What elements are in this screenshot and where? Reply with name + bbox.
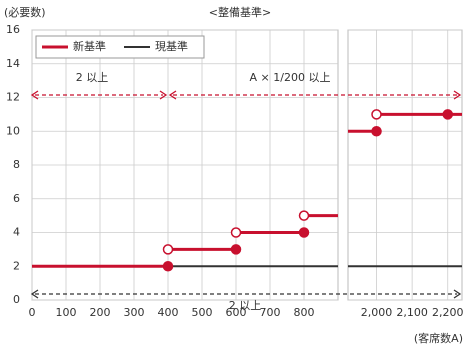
range-arrow-head (30, 90, 39, 100)
open-marker (371, 109, 382, 120)
closed-marker (162, 261, 174, 272)
chart-title: <整備基準> (209, 5, 271, 19)
y-tick-label: 16 (6, 23, 20, 36)
x-tick-label: 0 (29, 306, 36, 319)
range-arrow-head (159, 90, 168, 100)
legend-box (35, 35, 205, 59)
x-tick-label: 200 (90, 306, 111, 319)
range-arrow-head (30, 289, 39, 299)
closed-marker (230, 244, 242, 255)
x-tick-label: 100 (56, 306, 77, 319)
x-tick-label: 500 (192, 306, 213, 319)
x-tick-label: 400 (158, 306, 179, 319)
y-tick-label: 14 (6, 57, 20, 70)
y-tick-label: 4 (13, 226, 20, 239)
x-tick-label: 2,200 (432, 306, 464, 319)
y-axis-label: (必要数) (4, 6, 46, 19)
x-axis-label: (客席数A) (414, 331, 463, 345)
y-tick-label: 6 (13, 192, 20, 205)
legend-label: 現基準 (155, 39, 188, 53)
y-tick-label: 10 (6, 124, 20, 137)
closed-marker (442, 109, 453, 120)
x-tick-label: 700 (260, 306, 281, 319)
range-arrow-head (453, 289, 462, 299)
x-tick-label: 2,000 (361, 306, 393, 319)
annotation: 2 以上 (229, 299, 262, 312)
x-tick-label: 2,100 (396, 306, 428, 319)
closed-marker (371, 126, 382, 137)
range-arrow-head (453, 90, 462, 100)
legend-label: 新基準 (73, 39, 106, 53)
y-tick-label: 2 (13, 259, 20, 272)
y-tick-label: 0 (13, 293, 20, 306)
x-tick-label: 600 (226, 306, 247, 319)
open-marker (298, 210, 310, 221)
range-arrow-head (168, 90, 177, 100)
open-marker (230, 227, 242, 238)
y-tick-label: 12 (6, 91, 20, 104)
x-tick-label: 800 (294, 306, 315, 319)
closed-marker (298, 227, 310, 238)
annotation: 2 以上 (76, 71, 109, 84)
x-tick-label: 300 (124, 306, 145, 319)
annotation: A × 1/200 以上 (250, 71, 331, 84)
open-marker (162, 244, 174, 255)
y-tick-label: 8 (13, 158, 20, 171)
